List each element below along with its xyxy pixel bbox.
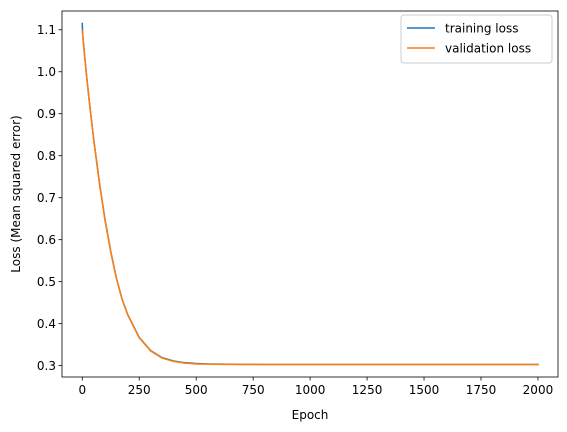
series-layer bbox=[81, 22, 539, 366]
x-tick-label: 1000 bbox=[295, 383, 326, 397]
x-axis-label: Epoch bbox=[292, 408, 329, 422]
legend-label-validation-loss: validation loss bbox=[445, 41, 531, 55]
plot-area bbox=[62, 11, 558, 377]
x-tick-label: 750 bbox=[242, 383, 265, 397]
y-tick-label: 0.6 bbox=[37, 233, 56, 247]
x-tick-label: 500 bbox=[185, 383, 208, 397]
legend-box bbox=[400, 14, 553, 64]
x-tick-label: 2000 bbox=[523, 383, 554, 397]
y-axis: 0.3 0.4 0.5 0.6 0.7 0.8 0.9 1.0 1.1 bbox=[37, 23, 62, 373]
y-axis-label: Loss (Mean squared error) bbox=[9, 115, 23, 272]
x-tick-label: 1750 bbox=[466, 383, 497, 397]
y-tick-label: 0.4 bbox=[37, 317, 56, 331]
y-tick-label: 0.9 bbox=[37, 107, 56, 121]
y-tick-label: 0.7 bbox=[37, 191, 56, 205]
legend-label-training-loss: training loss bbox=[445, 21, 518, 35]
x-axis: 0 250 500 750 1000 1250 1500 1750 2000 bbox=[78, 377, 553, 397]
y-tick-label: 0.8 bbox=[37, 149, 56, 163]
x-tick-label: 0 bbox=[78, 383, 86, 397]
x-tick-label: 250 bbox=[128, 383, 151, 397]
y-tick-label: 1.0 bbox=[37, 65, 56, 79]
y-tick-label: 1.1 bbox=[37, 23, 56, 37]
x-tick-label: 1500 bbox=[409, 383, 440, 397]
x-tick-label: 1250 bbox=[352, 383, 383, 397]
y-tick-label: 0.3 bbox=[37, 359, 56, 373]
legend: training loss validation loss bbox=[400, 14, 553, 64]
series-line-validation-loss bbox=[81, 29, 539, 366]
y-tick-label: 0.5 bbox=[37, 275, 56, 289]
